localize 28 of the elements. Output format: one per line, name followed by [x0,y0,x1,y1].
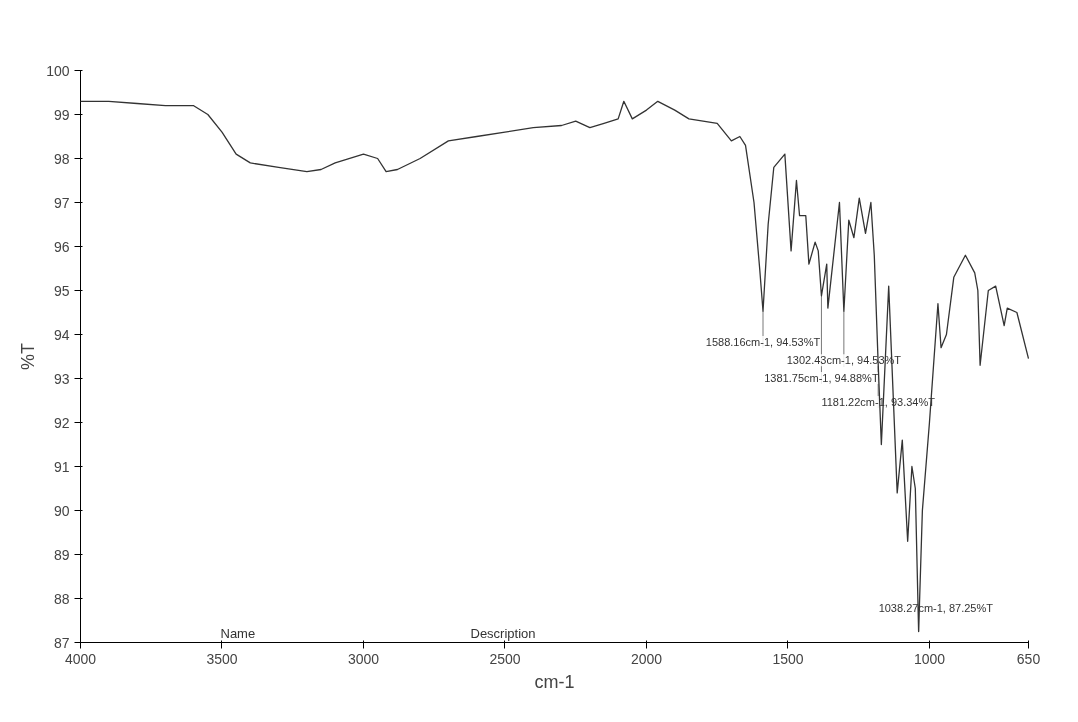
x-tick-label: 3500 [206,650,238,667]
annotation: Name [220,625,256,641]
x-tick-label: 2000 [630,650,663,667]
x-tick-label: 2500 [489,650,521,667]
y-tick-label: 100 [46,62,70,79]
annotation: 1381.75cm-1, 94.88%T [764,371,879,384]
y-tick-label: 87 [53,634,70,651]
x-tick-label: 4000 [64,650,97,667]
y-tick-label: 99 [53,106,70,123]
y-axis-title: %T [18,343,39,370]
y-tick-label: 97 [53,194,70,211]
x-tick-label: 650 [1016,650,1041,667]
annotation: Description [470,625,536,641]
y-tick-label: 94 [53,326,70,343]
y-tick-label: 88 [53,590,70,607]
x-tick-label: 3000 [347,650,380,667]
y-tick-label: 95 [53,282,70,299]
y-tick-label: 96 [53,238,70,255]
annotation: 1588.16cm-1, 94.53%T [705,335,821,348]
x-axis-title: cm-1 [534,671,575,692]
x-tick-label: 1500 [772,650,804,667]
y-tick-label: 92 [53,414,70,431]
y-tick-label: 98 [53,150,70,167]
y-tick-label: 91 [53,458,70,475]
x-tick-label: 1000 [913,650,946,667]
y-tick-label: 90 [53,502,70,519]
y-tick-label: 93 [53,370,70,387]
y-tick-label: 89 [53,546,70,563]
